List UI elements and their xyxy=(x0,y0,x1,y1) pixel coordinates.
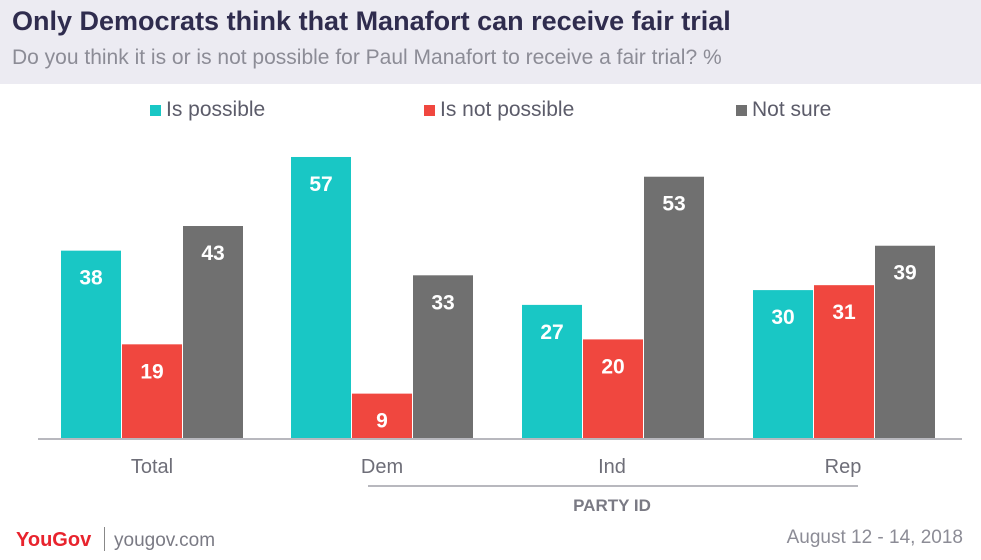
data-label: 39 xyxy=(893,262,916,285)
data-label: 30 xyxy=(771,306,794,329)
data-label: 33 xyxy=(431,291,454,314)
legend-swatch-not-sure xyxy=(736,104,747,116)
bar-dem-is-not-possible xyxy=(352,393,412,438)
bar-rep-is-possible xyxy=(753,290,813,438)
data-label: 27 xyxy=(540,321,563,344)
bar-dem-not-sure xyxy=(413,275,473,438)
bar-ind-is-possible xyxy=(522,304,582,438)
category-label-total: Total xyxy=(131,456,173,478)
data-label: 20 xyxy=(601,355,624,378)
data-label: 9 xyxy=(376,410,388,433)
data-label: 43 xyxy=(201,242,224,265)
data-label: 19 xyxy=(140,360,163,383)
legend-label-is-not-possible: Is not possible xyxy=(440,98,575,121)
data-label: 31 xyxy=(832,301,856,324)
bar-ind-not-sure xyxy=(644,176,704,438)
legend-item-is-possible: Is possible xyxy=(150,98,265,122)
bar-total-not-sure xyxy=(183,226,243,438)
footer-divider xyxy=(104,527,105,551)
category-label-dem: Dem xyxy=(361,456,403,478)
footer-url: yougov.com xyxy=(114,530,216,551)
legend-swatch-is-possible xyxy=(150,104,161,116)
bar-total-is-possible xyxy=(61,250,121,438)
bar-total-is-not-possible xyxy=(122,344,182,438)
footer-date: August 12 - 14, 2018 xyxy=(786,527,963,548)
data-label: 38 xyxy=(79,267,103,290)
bar-dem-is-possible xyxy=(291,156,351,439)
group-label: PARTY ID xyxy=(573,496,651,515)
chart-title: Only Democrats think that Manafort can r… xyxy=(12,6,731,36)
yougov-logo: YouGov xyxy=(16,529,92,551)
chart-subtitle: Do you think it is or is not possible fo… xyxy=(12,46,722,69)
legend-swatch-is-not-possible xyxy=(424,104,435,116)
legend-label-not-sure: Not sure xyxy=(752,98,832,121)
bar-ind-is-not-possible xyxy=(583,339,643,438)
category-label-rep: Rep xyxy=(825,456,862,478)
category-label-ind: Ind xyxy=(598,456,626,478)
data-label: 57 xyxy=(309,173,332,196)
bar-rep-not-sure xyxy=(875,245,935,438)
data-label: 53 xyxy=(662,193,685,216)
legend-item-is-not-possible: Is not possible xyxy=(424,98,574,122)
bar-rep-is-not-possible xyxy=(814,285,874,438)
legend: Is possible Is not possible Not sure xyxy=(0,98,981,128)
legend-item-not-sure: Not sure xyxy=(736,98,831,122)
header-banner: Only Democrats think that Manafort can r… xyxy=(0,0,981,84)
legend-label-is-possible: Is possible xyxy=(166,98,266,121)
